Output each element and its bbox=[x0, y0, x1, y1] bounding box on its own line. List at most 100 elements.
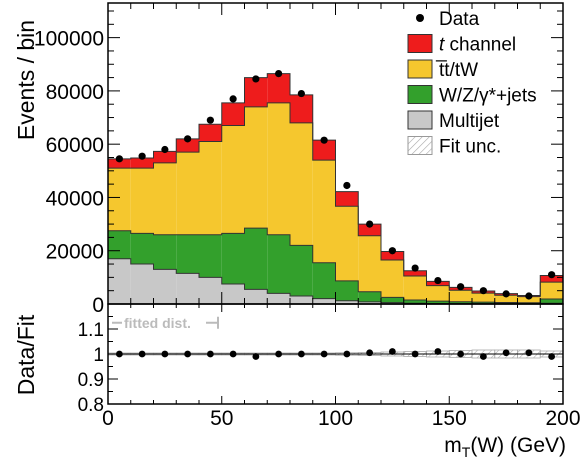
ratio-point bbox=[184, 350, 192, 358]
ratio-point bbox=[138, 350, 146, 358]
legend-swatch bbox=[407, 85, 433, 104]
bar-segment bbox=[426, 301, 450, 304]
bar-segment bbox=[381, 251, 404, 261]
y-tick-label: 20000 bbox=[46, 241, 104, 264]
ratio-legend: fitted dist. bbox=[112, 315, 219, 331]
data-point bbox=[343, 181, 351, 190]
bar-segment bbox=[540, 298, 563, 304]
bar-segment bbox=[449, 301, 472, 304]
ratio-point bbox=[343, 350, 351, 358]
data-point bbox=[388, 247, 396, 255]
bar-segment bbox=[176, 234, 199, 274]
legend-swatch bbox=[407, 136, 433, 155]
ratio-point bbox=[229, 350, 237, 358]
bar-segment bbox=[221, 102, 245, 126]
bar-segment bbox=[312, 160, 336, 263]
legend-entry: Multijet bbox=[407, 110, 500, 132]
x-tick-label: 0 bbox=[102, 407, 114, 430]
bar-segment bbox=[199, 124, 222, 142]
bar-segment bbox=[153, 234, 177, 270]
bar-segment bbox=[290, 245, 313, 297]
legend: Data t channel t̅t/tW W/Z/γ*+jets Multijet Fi… bbox=[407, 9, 537, 158]
bar-segment bbox=[358, 224, 381, 236]
ratio-point bbox=[320, 350, 328, 358]
bar-segment bbox=[130, 233, 154, 265]
data-point bbox=[479, 287, 487, 295]
bar-segment bbox=[290, 122, 313, 246]
bar-segment bbox=[221, 125, 245, 234]
bar-segment bbox=[153, 162, 177, 235]
bar-segment bbox=[290, 296, 313, 304]
bar-segment bbox=[176, 152, 199, 235]
bar-segment bbox=[472, 293, 495, 303]
data-point bbox=[525, 292, 533, 300]
ratio-point bbox=[252, 353, 260, 360]
bar-segment bbox=[540, 275, 563, 283]
bar-segment bbox=[358, 291, 381, 302]
bar-segment bbox=[199, 234, 222, 278]
stack-outline bbox=[108, 227, 563, 304]
legend-entry: t channel bbox=[407, 34, 516, 56]
bar-segment bbox=[494, 295, 518, 303]
bar-segment bbox=[199, 277, 222, 304]
bar-segment bbox=[290, 94, 313, 123]
ratio-y-axis-label: Data/Fit bbox=[13, 314, 39, 395]
ratio-point bbox=[434, 348, 442, 355]
x-tick-label: 50 bbox=[210, 407, 233, 430]
ratio-point bbox=[206, 350, 214, 358]
bar-segment bbox=[267, 73, 290, 103]
legend-label: Fit unc. bbox=[439, 137, 501, 158]
legend-label-part: t bbox=[439, 35, 445, 56]
legend-label: W/Z/γ*+jets bbox=[439, 86, 537, 107]
ratio-point bbox=[525, 349, 533, 357]
bar-segment bbox=[540, 282, 563, 299]
data-point bbox=[115, 155, 123, 163]
data-point bbox=[184, 135, 192, 143]
legend-entry: W/Z/γ*+jets bbox=[407, 85, 537, 107]
bar-segment bbox=[176, 273, 199, 304]
y-tick-label: 60000 bbox=[46, 134, 104, 157]
series-t-channel bbox=[108, 73, 563, 297]
ratio-point bbox=[275, 350, 283, 358]
bar-segment bbox=[108, 168, 131, 231]
bar-segment bbox=[312, 140, 336, 161]
ratio-y-tick-label: 1 bbox=[93, 345, 104, 366]
bar-segment bbox=[403, 270, 427, 277]
bar-segment bbox=[381, 297, 404, 303]
bar-segment bbox=[358, 301, 381, 304]
legend-label: t channel bbox=[439, 35, 516, 56]
bar-segment bbox=[267, 102, 290, 235]
data-point bbox=[275, 69, 283, 78]
data-point bbox=[229, 95, 237, 103]
ratio-panel: 0 50 100 150 200 0.8 0.9 1 1.1 fitted dist. bbox=[78, 303, 581, 430]
ratio-y-tick-label: 0.8 bbox=[78, 395, 104, 416]
legend-entry: t̅t/tW bbox=[407, 59, 478, 81]
stack-outline bbox=[108, 102, 563, 298]
legend-swatch bbox=[407, 34, 433, 53]
bar-segment bbox=[312, 262, 336, 299]
ratio-point bbox=[366, 349, 374, 357]
bar-segment bbox=[426, 285, 450, 302]
bar-segment bbox=[335, 280, 359, 301]
bar-segment bbox=[130, 168, 154, 234]
data-point bbox=[252, 75, 260, 83]
ratio-point bbox=[457, 350, 465, 358]
data-point bbox=[457, 283, 465, 291]
x-tick-label: 200 bbox=[545, 407, 580, 430]
ratio-point bbox=[388, 348, 396, 355]
bar-segment bbox=[358, 235, 381, 292]
ratio-point bbox=[115, 350, 123, 358]
data-point bbox=[411, 264, 419, 272]
ratio-point bbox=[411, 350, 419, 358]
x-axis-label: mT(W) (GeV) bbox=[444, 434, 566, 460]
bar-segment bbox=[267, 234, 290, 294]
ratio-legend-label: fitted dist. bbox=[124, 315, 191, 331]
x-axis-label-subscript: T bbox=[462, 444, 471, 460]
bar-segment bbox=[199, 141, 222, 235]
data-points bbox=[115, 69, 556, 300]
data-point bbox=[161, 145, 169, 154]
bar-segment bbox=[244, 106, 268, 229]
legend-label: t̅t/tW bbox=[435, 60, 478, 81]
y-axis-label: Events / bin bbox=[13, 20, 39, 140]
ratio-point bbox=[161, 350, 169, 358]
